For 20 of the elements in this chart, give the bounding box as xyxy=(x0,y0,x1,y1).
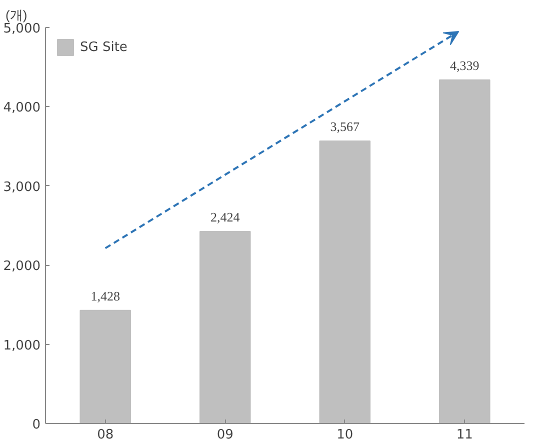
text: 4,339 xyxy=(450,58,480,73)
y-tick-label: 4,000 xyxy=(3,100,40,116)
text: 3,567 xyxy=(330,118,360,134)
bar xyxy=(438,79,490,424)
y-tick-label: 0 xyxy=(32,418,41,432)
bar xyxy=(80,310,132,424)
y-tick-label: 3,000 xyxy=(3,180,40,195)
y-tick-label: 1,000 xyxy=(3,338,40,354)
y-axis-title: (개) xyxy=(6,8,28,22)
bar xyxy=(199,231,251,424)
bar xyxy=(319,140,371,424)
y-tick-label: 5,000 xyxy=(3,22,40,36)
y-tick-label: 2,000 xyxy=(3,259,40,274)
text: 1,428 xyxy=(90,288,120,304)
x-tick-label: 11 xyxy=(456,428,473,441)
text: 2,424 xyxy=(210,210,240,225)
x-tick-label: 08 xyxy=(97,428,114,441)
legend-label: SG Site xyxy=(80,40,128,54)
x-tick-label: 09 xyxy=(216,428,234,441)
x-tick-label: 10 xyxy=(336,428,354,441)
